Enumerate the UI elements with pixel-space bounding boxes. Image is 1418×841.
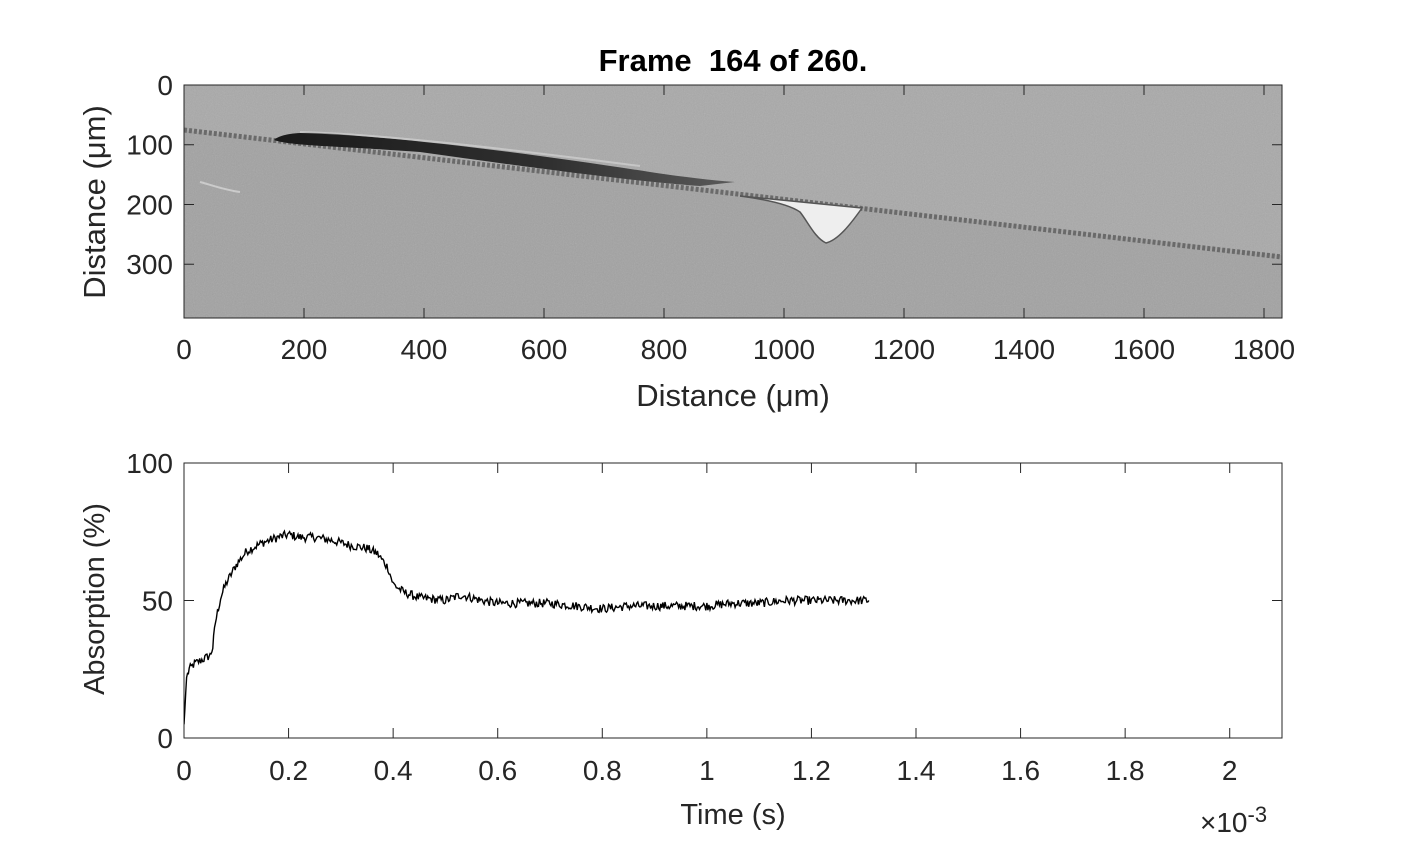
image-y-tick-label: 200 bbox=[126, 189, 173, 220]
image-x-tick-label: 1200 bbox=[873, 334, 935, 365]
interface-line bbox=[184, 127, 1282, 260]
x-scale-factor: ×10-3 bbox=[1200, 802, 1267, 838]
line-panel: 0 0.2 0.4 0.6 0.8 1 1.2 1.4 1.6 1.8 2 0 50 100 Time … bbox=[79, 448, 1283, 838]
bright-region bbox=[739, 195, 864, 244]
image-x-tick-label: 1800 bbox=[1233, 334, 1295, 365]
image-x-tick-label: 400 bbox=[401, 334, 448, 365]
line-y-tick-label: 50 bbox=[142, 586, 173, 617]
image-x-axis: 0 200 400 600 800 1000 1200 1400 1600 1800 bbox=[176, 85, 1295, 365]
image-frame bbox=[183, 84, 1283, 319]
line-x-tick-label: 0.4 bbox=[374, 755, 413, 786]
line-x-tick-label: 0 bbox=[176, 755, 192, 786]
line-x-tick-label: 2 bbox=[1222, 755, 1238, 786]
image-x-axis-label: Distance (μm) bbox=[636, 378, 830, 413]
image-x-tick-label: 1000 bbox=[753, 334, 815, 365]
image-x-tick-label: 0 bbox=[176, 334, 192, 365]
chart-title: Frame 164 of 260. bbox=[599, 43, 868, 78]
line-x-tick-label: 1 bbox=[699, 755, 715, 786]
line-x-tick-label: 0.8 bbox=[583, 755, 622, 786]
image-y-axis: 0 100 200 300 bbox=[126, 70, 1282, 280]
line-y-axis-label: Absorption (%) bbox=[79, 503, 111, 695]
image-x-tick-label: 1600 bbox=[1113, 334, 1175, 365]
line-y-tick-label: 0 bbox=[157, 723, 173, 754]
line-x-axis-label: Time (s) bbox=[680, 799, 785, 831]
absorption-series-line bbox=[184, 529, 870, 725]
line-x-tick-label: 0.6 bbox=[478, 755, 517, 786]
grayscale-image bbox=[184, 85, 1282, 318]
image-y-tick-label: 300 bbox=[126, 249, 173, 280]
plot-frame bbox=[183, 462, 1283, 739]
line-x-tick-label: 1.4 bbox=[897, 755, 936, 786]
image-y-tick-label: 100 bbox=[126, 130, 173, 161]
line-y-tick-label: 100 bbox=[126, 448, 173, 479]
line-x-axis: 0 0.2 0.4 0.6 0.8 1 1.2 1.4 1.6 1.8 2 bbox=[176, 463, 1238, 786]
image-x-tick-label: 200 bbox=[281, 334, 328, 365]
image-panel: Frame 164 of 260. 0 200 400 600 800 1000 1200 1… bbox=[77, 43, 1295, 413]
image-y-axis-label: Distance (μm) bbox=[77, 105, 112, 299]
line-y-axis: 0 50 100 bbox=[126, 448, 1282, 754]
image-x-tick-label: 800 bbox=[641, 334, 688, 365]
line-x-tick-label: 1.8 bbox=[1106, 755, 1145, 786]
line-x-tick-label: 0.2 bbox=[269, 755, 308, 786]
image-x-tick-label: 1400 bbox=[993, 334, 1055, 365]
line-x-tick-label: 1.6 bbox=[1001, 755, 1040, 786]
line-x-tick-label: 1.2 bbox=[792, 755, 831, 786]
dark-region bbox=[274, 132, 735, 186]
image-y-tick-label: 0 bbox=[157, 70, 173, 101]
image-x-tick-label: 600 bbox=[521, 334, 568, 365]
